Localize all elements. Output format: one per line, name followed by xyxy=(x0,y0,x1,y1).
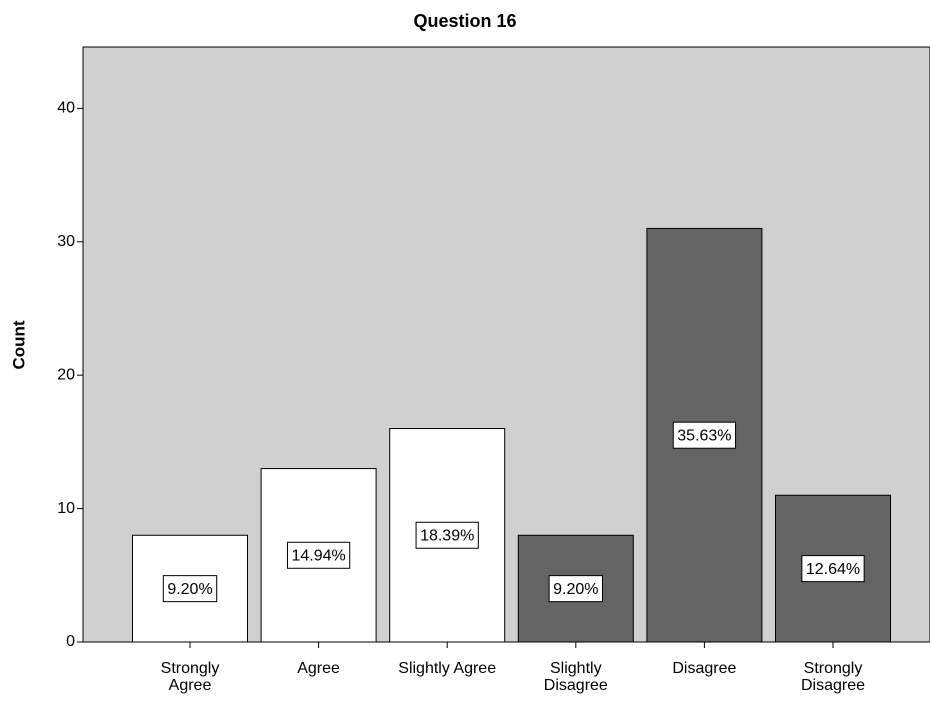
data-label: 9.20% xyxy=(553,581,598,598)
data-label: 14.94% xyxy=(291,548,345,565)
data-label-box xyxy=(415,521,479,549)
y-axis-label: Count xyxy=(9,320,28,369)
x-tick-label: Strongly Disagree xyxy=(800,660,866,694)
bar xyxy=(132,534,248,643)
y-tick-label: 10 xyxy=(57,500,75,517)
x-tick-label: Agree xyxy=(297,660,340,677)
data-label-box xyxy=(672,421,737,449)
data-label-box xyxy=(801,555,865,583)
chart-title: Question 16 xyxy=(413,11,516,31)
data-label: 12.64% xyxy=(806,561,860,578)
y-tick-label: 0 xyxy=(66,633,75,650)
x-tick-label: Strongly Agree xyxy=(160,660,220,694)
y-tick-label: 20 xyxy=(57,366,75,383)
data-label: 35.63% xyxy=(677,427,731,444)
x-tick-label: Slightly Disagree xyxy=(543,660,608,694)
y-tick-label: 40 xyxy=(57,100,75,117)
y-tick-label: 30 xyxy=(57,233,75,250)
data-label: 18.39% xyxy=(420,527,474,544)
data-label-box xyxy=(548,575,603,603)
data-label-box xyxy=(162,575,218,603)
x-tick-label: Slightly Agree xyxy=(398,660,497,677)
data-label-box xyxy=(286,541,351,569)
data-label: 9.20% xyxy=(167,581,212,598)
x-tick-label: Disagree xyxy=(672,660,737,677)
